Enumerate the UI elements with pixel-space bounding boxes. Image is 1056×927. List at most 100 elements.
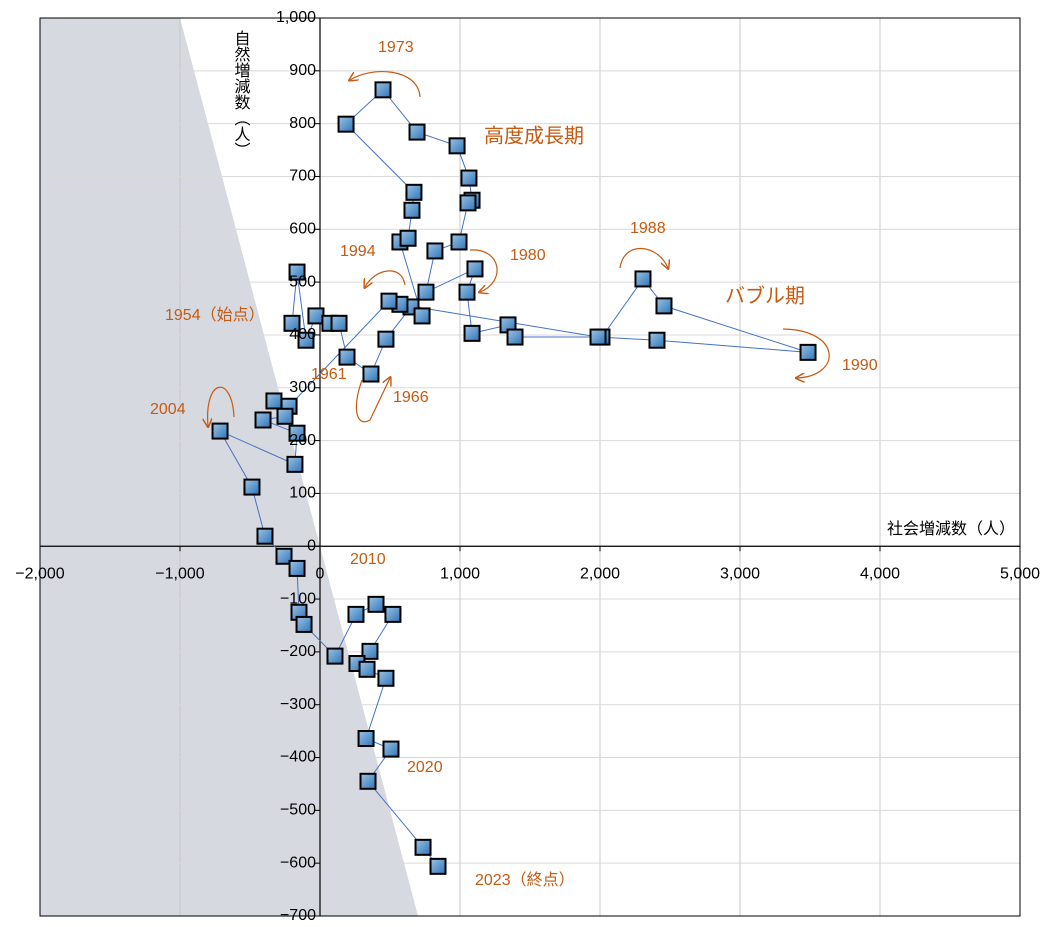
marker: [276, 407, 294, 425]
y-tick-label: 600: [289, 221, 316, 238]
y-tick-label: 100: [289, 485, 316, 502]
marker: [338, 348, 356, 366]
marker: [337, 115, 355, 133]
arrow: [782, 328, 830, 378]
y-tick-label: −600: [280, 854, 316, 871]
annotation: 2010: [350, 551, 386, 568]
marker: [384, 605, 402, 623]
marker: [211, 422, 229, 440]
series-line: [218, 89, 809, 867]
decline-region: [40, 18, 418, 916]
arrow: [208, 386, 235, 426]
plot: [211, 81, 817, 875]
marker: [297, 331, 315, 349]
annotation: 1990: [842, 357, 878, 374]
marker: [362, 365, 380, 383]
marker: [380, 292, 398, 310]
x-tick-label: 2,000: [580, 565, 620, 582]
x-tick-label: 0: [316, 565, 325, 582]
marker: [307, 307, 325, 325]
marker: [413, 307, 431, 325]
x-tick-label: 5,000: [1000, 565, 1040, 582]
marker: [359, 772, 377, 790]
marker: [459, 194, 477, 212]
marker: [288, 559, 306, 577]
marker: [448, 137, 466, 155]
marker: [403, 201, 421, 219]
marker: [243, 478, 261, 496]
plot-frame: [39, 17, 1021, 917]
marker: [399, 229, 417, 247]
arrow: [355, 378, 390, 423]
marker: [799, 343, 817, 361]
marker: [382, 740, 400, 758]
annotation: 1961: [311, 366, 347, 383]
marker: [634, 270, 652, 288]
marker: [326, 647, 344, 665]
marker: [429, 857, 447, 875]
y-tick-label: 0: [307, 537, 316, 554]
marker: [286, 455, 304, 473]
y-tick-label: 500: [289, 273, 316, 290]
grid: [39, 17, 1021, 917]
marker: [460, 169, 478, 187]
x-tick-label: 3,000: [720, 565, 760, 582]
marker: [347, 605, 365, 623]
annotation: 1994: [340, 243, 376, 260]
x-tick-label: −1,000: [155, 565, 204, 582]
marker: [405, 183, 423, 201]
x-tick-label: −2,000: [15, 565, 64, 582]
marker: [408, 123, 426, 141]
marker: [589, 328, 607, 346]
y-axis-label: 自然増減数（人）: [232, 30, 251, 158]
y-tick-label: −700: [280, 907, 316, 924]
marker: [426, 242, 444, 260]
marker: [417, 283, 435, 301]
x-tick-label: 1,000: [440, 565, 480, 582]
y-tick-label: 700: [289, 168, 316, 185]
y-tick-label: −300: [280, 696, 316, 713]
annotation: 高度成長期: [484, 124, 584, 147]
marker: [283, 314, 301, 332]
y-tick-label: 1,000: [276, 9, 316, 26]
arrow: [469, 249, 498, 292]
marker: [463, 324, 481, 342]
y-tick-label: −200: [280, 643, 316, 660]
annotation: 2020: [407, 759, 443, 776]
marker: [275, 547, 293, 565]
marker: [466, 260, 484, 278]
y-tick-label: −400: [280, 749, 316, 766]
annotation-arrows: [208, 71, 830, 426]
background: [40, 18, 418, 916]
marker: [358, 660, 376, 678]
marker: [288, 263, 306, 281]
annotation: 2023（終点）: [475, 871, 575, 889]
marker: [367, 595, 385, 613]
marker: [265, 392, 283, 410]
y-tick-label: −500: [280, 802, 316, 819]
arrow: [350, 71, 421, 98]
y-tick-label: −100: [280, 590, 316, 607]
y-tick-label: 800: [289, 115, 316, 132]
marker: [655, 297, 673, 315]
x-tick-label: 4,000: [860, 565, 900, 582]
marker: [357, 730, 375, 748]
y-tick-label: 300: [289, 379, 316, 396]
arrow: [619, 247, 668, 268]
marker: [295, 615, 313, 633]
marker: [450, 233, 468, 251]
annotation: 2004: [150, 401, 186, 418]
y-tick-label: 400: [289, 326, 316, 343]
marker: [648, 331, 666, 349]
marker: [377, 669, 395, 687]
x-axis-label: 社会増減数（人）: [887, 520, 1015, 538]
annotation: 1966: [393, 389, 429, 406]
annotation: 1973: [378, 39, 414, 56]
annotation: 1980: [510, 247, 546, 264]
y-tick-label: 200: [289, 432, 316, 449]
marker: [506, 328, 524, 346]
marker: [361, 642, 379, 660]
annotation: 1954（始点）: [165, 306, 265, 324]
annotation: 1988: [630, 220, 666, 237]
